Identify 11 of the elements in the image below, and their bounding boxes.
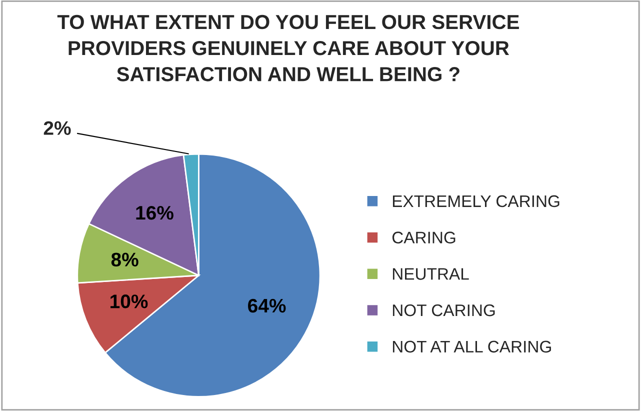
data-label: 2% [44, 121, 71, 135]
legend-label: EXTREMELY CARING [392, 195, 560, 208]
data-label: 64% [248, 298, 286, 313]
legend-label: NOT CARING [392, 304, 495, 316]
legend-label: NOT AT ALL CARING [392, 340, 551, 353]
data-label: 10% [110, 294, 148, 308]
chart-title: TO WHAT EXTENT DO YOU FEEL OUR SERVICE PROVIDERS GENUINELY CARE ABOUT YOUR SATISFACTION AND WELL BEING ? [57, 14, 519, 82]
legend-label: CARING [392, 232, 456, 244]
data-label: 8% [111, 252, 138, 266]
data-label: 16% [136, 206, 174, 220]
legend-label: NEUTRAL [392, 268, 469, 280]
